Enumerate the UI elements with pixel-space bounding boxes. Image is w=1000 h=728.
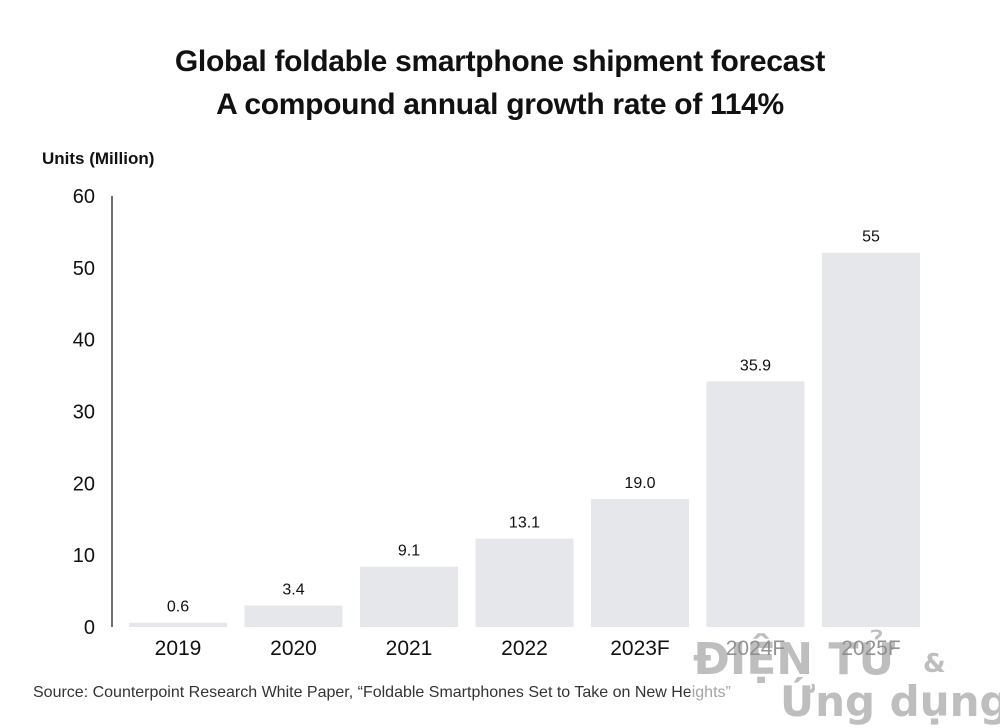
watermark-ampersand: & (923, 649, 946, 679)
bar-2019 (129, 622, 227, 627)
bars-group (129, 252, 920, 627)
bar-2023F (591, 499, 689, 627)
y-axis-label: Units (Million) (42, 149, 154, 168)
value-label-2019: 0.6 (167, 599, 189, 616)
value-label-2024F: 35.9 (740, 357, 771, 374)
bar-2025F (822, 252, 920, 627)
watermark-line-1: ĐIỆN TỬ (693, 628, 895, 685)
value-labels: 0.6 3.4 9.1 13.1 19.0 35.9 55 (167, 229, 880, 616)
bar-2020 (244, 605, 343, 627)
x-tick-label-2023F: 2023F (610, 637, 670, 660)
chart-subtitle: A compound annual growth rate of 114% (216, 88, 784, 121)
bar-2024F (706, 381, 805, 627)
y-tick-label: 30 (73, 402, 95, 424)
y-tick-label: 40 (73, 330, 95, 352)
value-label-2022: 13.1 (509, 515, 540, 532)
x-tick-label-2021: 2021 (386, 637, 433, 660)
y-tick-labels: 0 10 20 30 40 50 60 (73, 186, 95, 639)
y-tick-label: 50 (73, 258, 95, 280)
x-tick-label-2022: 2022 (501, 637, 548, 660)
source-note: Source: Counterpoint Research White Pape… (33, 684, 731, 701)
value-label-2021: 9.1 (398, 543, 420, 560)
chart-title: Global foldable smartphone shipment fore… (175, 45, 826, 78)
bar-2021 (360, 566, 458, 627)
x-tick-label-2019: 2019 (155, 637, 202, 660)
value-label-2025F: 55 (862, 229, 880, 246)
y-tick-label: 20 (73, 473, 95, 495)
y-tick-label: 60 (73, 186, 95, 208)
y-tick-label: 0 (84, 617, 95, 639)
watermark-logo: ĐIỆN TỬ & Ứng dụng (690, 628, 1000, 726)
x-tick-label-2020: 2020 (270, 637, 317, 660)
y-tick-label: 10 (73, 545, 95, 567)
value-label-2020: 3.4 (282, 582, 304, 599)
watermark-line-2: Ứng dụng (780, 676, 1000, 726)
bar-2022 (475, 538, 574, 627)
value-label-2023F: 19.0 (624, 475, 655, 492)
